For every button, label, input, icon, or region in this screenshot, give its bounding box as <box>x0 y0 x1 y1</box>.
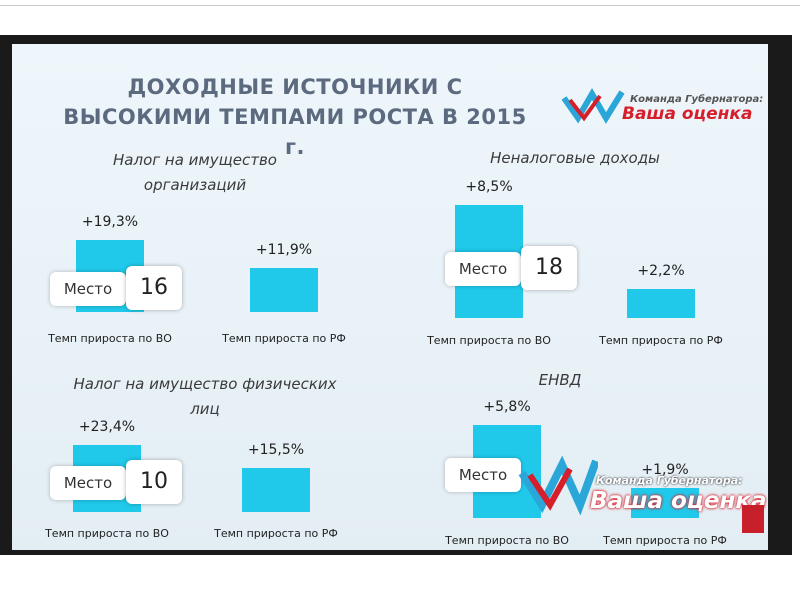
value-label: +11,9% <box>255 241 313 258</box>
value-label: +15,5% <box>247 441 305 458</box>
rank-label: Место <box>50 272 126 306</box>
bar <box>631 487 699 518</box>
logo-bottom: Ваша оценка <box>622 104 753 124</box>
value-label: +19,3% <box>81 214 139 230</box>
logo-mark <box>561 88 625 124</box>
category-label: Темп прироста по ВО <box>445 534 569 547</box>
value-label: +1,9% <box>641 461 689 478</box>
bar <box>242 467 310 512</box>
bar <box>250 267 318 312</box>
emblem <box>742 505 764 533</box>
rank-label: Место <box>445 458 521 492</box>
value-label: +2,2% <box>637 262 685 279</box>
bar <box>627 288 695 318</box>
rank-value: 18 <box>521 246 577 290</box>
chart-title: Налог на имущество физических лиц <box>73 375 337 418</box>
chart-title: Налог на имущество организаций <box>113 151 277 194</box>
category-label: Темп прироста по РФ <box>222 332 346 345</box>
category-label: Темп прироста по РФ <box>603 534 727 547</box>
chart-title: ЕНВД <box>538 371 582 389</box>
category-label: Темп прироста по ВО <box>45 527 169 540</box>
logo-top: Команда Губернатора: <box>630 94 764 105</box>
value-label: +8,5% <box>465 179 513 195</box>
rank-value: 16 <box>126 266 182 310</box>
logo-mark-overlay <box>518 455 598 515</box>
category-label: Темп прироста по РФ <box>214 527 338 540</box>
value-label: +5,8% <box>483 399 531 415</box>
rank-value: 10 <box>126 460 182 504</box>
category-label: Темп прироста по ВО <box>48 332 172 345</box>
category-label: Темп прироста по РФ <box>599 334 723 347</box>
category-label: Темп прироста по ВО <box>427 334 551 347</box>
logo-overlay-top: Команда Губернатора: <box>596 474 743 487</box>
rank-label: Место <box>445 252 521 286</box>
chart-title: Неналоговые доходы <box>490 149 660 167</box>
value-label: +23,4% <box>78 419 136 435</box>
rank-label: Место <box>50 466 126 500</box>
slide-title: ДОХОДНЫЕ ИСТОЧНИКИ С ВЫСОКИМИ ТЕМПАМИ РО… <box>63 75 527 159</box>
logo-overlay-bottom: Ваша оценка <box>590 488 767 514</box>
top-line <box>0 5 800 6</box>
